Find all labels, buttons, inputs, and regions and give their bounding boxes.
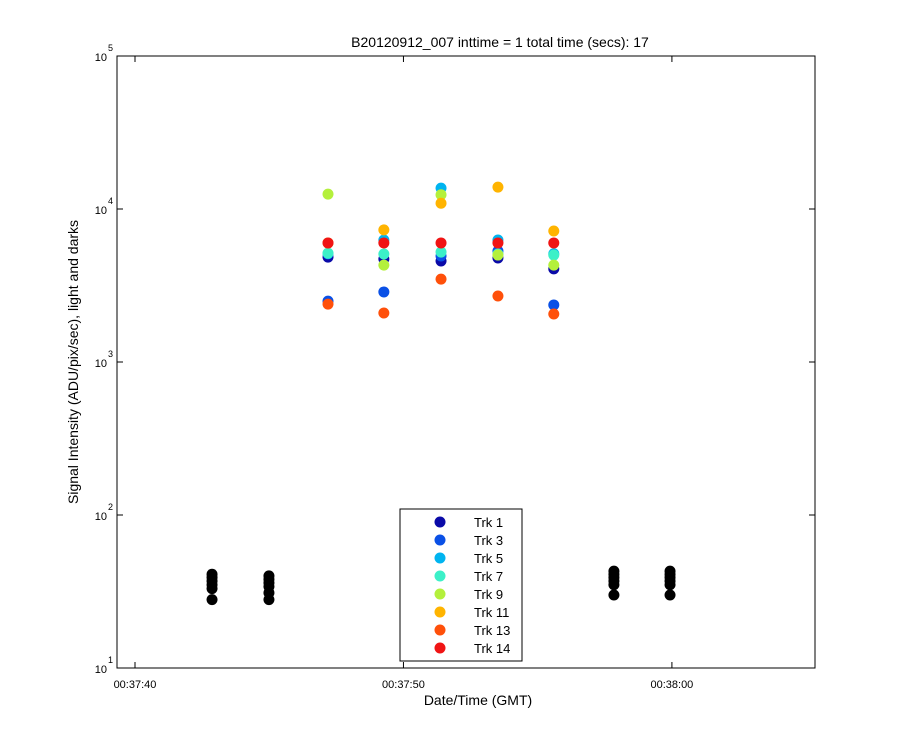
data-point [548, 249, 560, 261]
data-point [608, 579, 620, 591]
legend-marker [434, 570, 446, 582]
y-tick-exponent: 3 [108, 349, 113, 359]
data-point [608, 589, 620, 601]
data-point [548, 225, 560, 237]
legend-marker [434, 516, 446, 528]
legend-label: Trk 13 [474, 623, 510, 638]
legend-marker [434, 624, 446, 636]
data-point [378, 248, 390, 260]
y-axis-label: Signal Intensity (ADU/pix/sec), light an… [65, 220, 81, 504]
legend-marker [434, 552, 446, 564]
y-tick-exponent: 2 [108, 502, 113, 512]
y-tick-exponent: 1 [108, 655, 113, 665]
data-point [492, 237, 504, 249]
legend-label: Trk 3 [474, 533, 503, 548]
legend-marker [434, 588, 446, 600]
data-point [548, 299, 560, 311]
data-point [548, 237, 560, 249]
data-point [322, 237, 334, 249]
data-point [548, 308, 560, 320]
data-point [322, 247, 334, 259]
data-point [206, 594, 218, 606]
legend-label: Trk 5 [474, 551, 503, 566]
data-point [322, 188, 334, 200]
data-point [378, 286, 390, 298]
legend-marker [434, 534, 446, 546]
y-tick-exponent: 4 [108, 196, 113, 206]
data-point [378, 237, 390, 249]
data-point [435, 246, 447, 258]
y-tick-label: 10 [95, 664, 107, 676]
legend-marker [434, 606, 446, 618]
data-point [492, 249, 504, 261]
data-point [378, 307, 390, 319]
data-point [322, 298, 334, 310]
data-point [664, 589, 676, 601]
data-point [263, 594, 275, 606]
data-point [435, 197, 447, 209]
data-point [435, 273, 447, 285]
legend-marker [434, 642, 446, 654]
y-tick-label: 10 [95, 52, 107, 64]
legend-label: Trk 14 [474, 641, 510, 656]
x-tick-label: 00:37:50 [382, 679, 425, 691]
data-point [548, 259, 560, 271]
x-axis-label: Date/Time (GMT) [424, 692, 532, 708]
data-point [435, 189, 447, 201]
data-point [492, 181, 504, 193]
data-point [492, 290, 504, 302]
x-tick-label: 00:37:40 [114, 679, 157, 691]
y-tick-label: 10 [95, 358, 107, 370]
data-point [378, 259, 390, 271]
legend-label: Trk 7 [474, 569, 503, 584]
legend: Trk 1 Trk 3 Trk 5 Trk 7 Trk 9 Trk 11 Trk 13 Trk… [399, 508, 523, 662]
data-point [435, 237, 447, 249]
y-tick-label: 10 [95, 511, 107, 523]
chart-title: B20120912_007 inttime = 1 total time (se… [351, 34, 649, 50]
x-tick-label: 00:38:00 [650, 679, 693, 691]
legend-label: Trk 1 [474, 515, 503, 530]
legend-label: Trk 9 [474, 587, 503, 602]
y-tick-label: 10 [95, 205, 107, 217]
legend-box [399, 508, 523, 662]
data-point [378, 224, 390, 236]
legend-label: Trk 11 [474, 605, 509, 620]
data-point [664, 579, 676, 591]
y-tick-exponent: 5 [108, 43, 113, 53]
data-point [206, 583, 218, 595]
